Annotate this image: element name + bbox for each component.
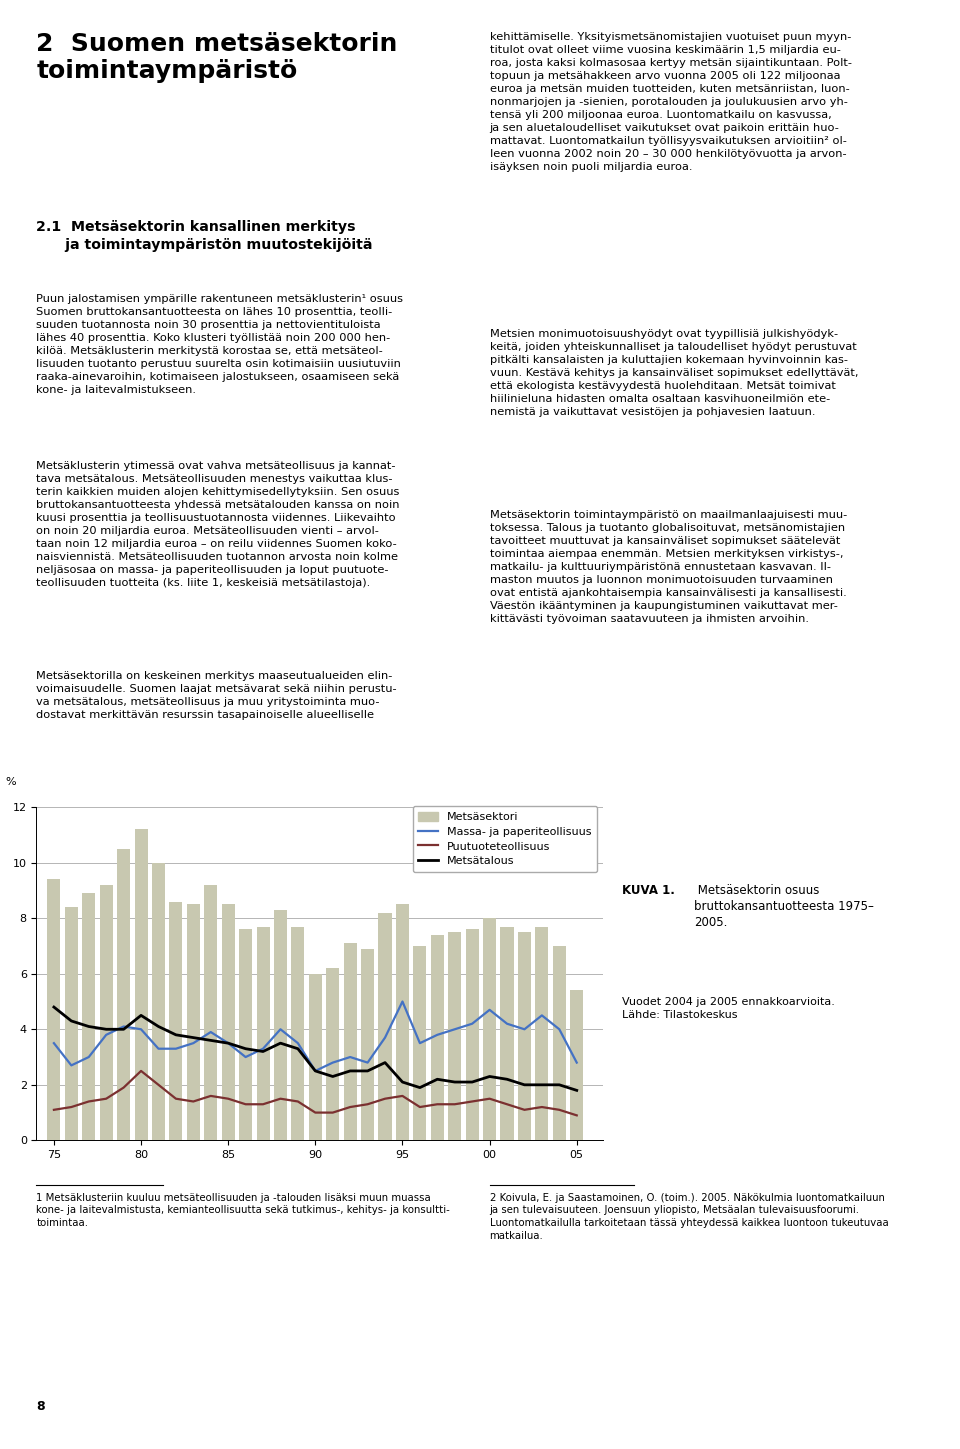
Text: Metsäklusterin ytimessä ovat vahva metsäteollisuus ja kannat-
tava metsätalous. : Metsäklusterin ytimessä ovat vahva metsä… [36,461,400,588]
Bar [83,893,95,1140]
Text: Vuodet 2004 ja 2005 ennakkoarvioita.
Lähde: Tilastokeskus: Vuodet 2004 ja 2005 ennakkoarvioita. Läh… [622,997,835,1020]
Text: Metsäsektorilla on keskeinen merkitys maaseutualueiden elin-
voimaisuudelle. Suo: Metsäsektorilla on keskeinen merkitys ma… [36,671,397,720]
Text: 2 Koivula, E. ja Saastamoinen, O. (toim.). 2005. Näkökulmia luontomatkailuun
ja : 2 Koivula, E. ja Saastamoinen, O. (toim.… [490,1193,888,1240]
Bar [414,946,426,1140]
Legend: Metsäsektori, Massa- ja paperiteollisuus, Puutuoteteollisuus, Metsätalous: Metsäsektori, Massa- ja paperiteollisuus… [413,806,597,872]
Text: KUVA 1.: KUVA 1. [622,884,675,897]
Bar [483,919,496,1140]
Bar [518,932,531,1140]
Text: %: % [6,777,16,787]
Text: 1 Metsäklusteriin kuuluu metsäteollisuuden ja -talouden lisäksi muun muassa
kone: 1 Metsäklusteriin kuuluu metsäteollisuud… [36,1193,450,1229]
Text: 2  Suomen metsäsektorin
toimintaympäristö: 2 Suomen metsäsektorin toimintaympäristö [36,32,397,83]
Text: 8: 8 [36,1400,45,1413]
Bar [500,926,514,1140]
Bar [204,885,217,1140]
Bar [169,901,182,1140]
Text: Metsäsektorin toimintaympäristö on maailmanlaajuisesti muu-
toksessa. Talous ja : Metsäsektorin toimintaympäristö on maail… [490,510,847,625]
Bar [100,885,112,1140]
Text: 2.1  Metsäsektorin kansallinen merkitys
      ja toimintaympäristön muutostekijö: 2.1 Metsäsektorin kansallinen merkitys j… [36,220,373,252]
Bar [65,907,78,1140]
Bar [256,926,270,1140]
Bar [274,910,287,1140]
Bar [117,849,131,1140]
Bar [309,974,322,1140]
Bar [448,932,462,1140]
Text: Metsien monimuotoisuushyödyt ovat tyypillisiä julkishyödyk-
keitä, joiden yhteis: Metsien monimuotoisuushyödyt ovat tyypil… [490,329,858,417]
Bar [47,880,60,1140]
Bar [378,913,392,1140]
Text: kehittämiselle. Yksityismetsänomistajien vuotuiset puun myyn-
titulot ovat ollee: kehittämiselle. Yksityismetsänomistajien… [490,32,852,172]
Bar [536,926,548,1140]
Bar [222,904,235,1140]
Text: Metsäsektorin osuus
bruttokansantuotteesta 1975–
2005.: Metsäsektorin osuus bruttokansantuottees… [694,884,874,929]
Bar [553,946,565,1140]
Bar [396,904,409,1140]
Bar [344,943,357,1140]
Bar [187,904,200,1140]
Text: Puun jalostamisen ympärille rakentuneen metsäklusterin¹ osuus
Suomen bruttokansa: Puun jalostamisen ympärille rakentuneen … [36,294,403,396]
Bar [431,935,444,1140]
Bar [361,949,374,1140]
Bar [134,829,148,1140]
Bar [466,929,479,1140]
Bar [239,929,252,1140]
Bar [292,926,304,1140]
Bar [152,862,165,1140]
Bar [570,991,584,1140]
Bar [326,968,339,1140]
